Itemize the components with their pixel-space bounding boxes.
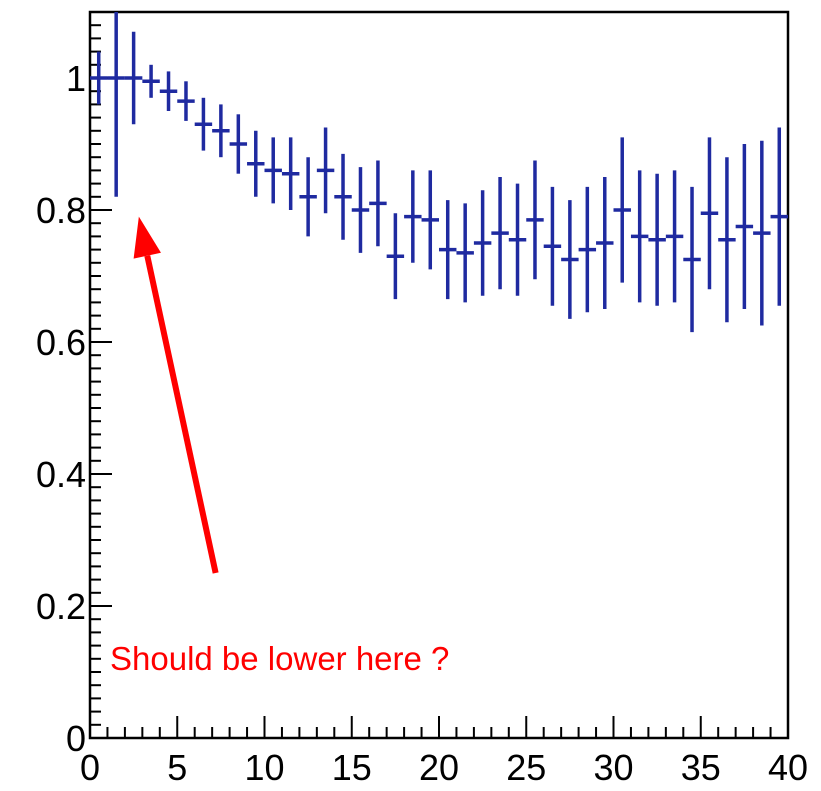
data-point [526,160,544,280]
data-point [561,200,579,319]
data-point [369,160,387,247]
x-tick-label: 10 [244,747,284,788]
annotation-arrow-line [144,255,219,574]
data-point [386,213,405,300]
series-0 [90,12,788,333]
annotation: Should be lower here ? [110,216,449,677]
data-point [596,177,614,309]
data-series [90,12,788,333]
x-tick-label: 20 [419,747,459,788]
data-point [177,81,195,121]
data-point [491,177,509,290]
data-point [299,157,317,237]
data-point [142,64,160,98]
data-point [753,140,771,326]
data-point [421,170,439,270]
tick-marks [89,11,789,739]
data-point [508,183,527,296]
data-point [229,114,248,174]
data-point [543,186,562,306]
data-point [316,127,335,214]
y-tick-label: 1 [66,58,86,99]
data-point [648,173,666,306]
x-tick-label: 30 [593,747,633,788]
data-point [718,157,736,323]
annotation-arrowhead [133,216,161,259]
data-point [404,170,422,263]
tick-labels: 0 5 10 15 20 25 30 35 40 0 0.2 0.4 0.6 0.8 1 [36,58,808,788]
data-point [264,137,282,204]
data-point [90,51,108,105]
data-point [107,12,125,197]
data-point [613,137,631,283]
data-point [212,104,230,158]
x-tick-label: 35 [681,747,721,788]
data-point [194,97,213,151]
x-tick-label: 25 [506,747,546,788]
x-tick-label: 5 [167,747,187,788]
data-point [630,170,649,303]
data-point [578,186,597,313]
y-tick-label: 0.6 [36,322,86,363]
data-point [683,186,701,333]
data-point [665,170,684,303]
data-point [439,200,457,300]
y-tick-label: 0.4 [36,454,86,495]
data-point [247,130,265,197]
data-point [735,144,754,309]
data-point [456,203,474,303]
annotation-text: Should be lower here ? [110,640,449,677]
x-tick-label: 15 [332,747,372,788]
data-point [473,190,492,296]
y-tick-label: 0.2 [36,586,86,627]
data-point [334,153,352,240]
data-point [351,167,370,253]
data-point [700,137,719,290]
data-point [124,31,143,125]
data-point [281,137,300,210]
data-point [770,127,788,306]
y-tick-label: 0 [66,718,86,759]
data-point [159,71,178,111]
y-tick-label: 0.8 [36,190,86,231]
x-tick-label: 40 [768,747,808,788]
x-tick-label: 0 [80,747,100,788]
